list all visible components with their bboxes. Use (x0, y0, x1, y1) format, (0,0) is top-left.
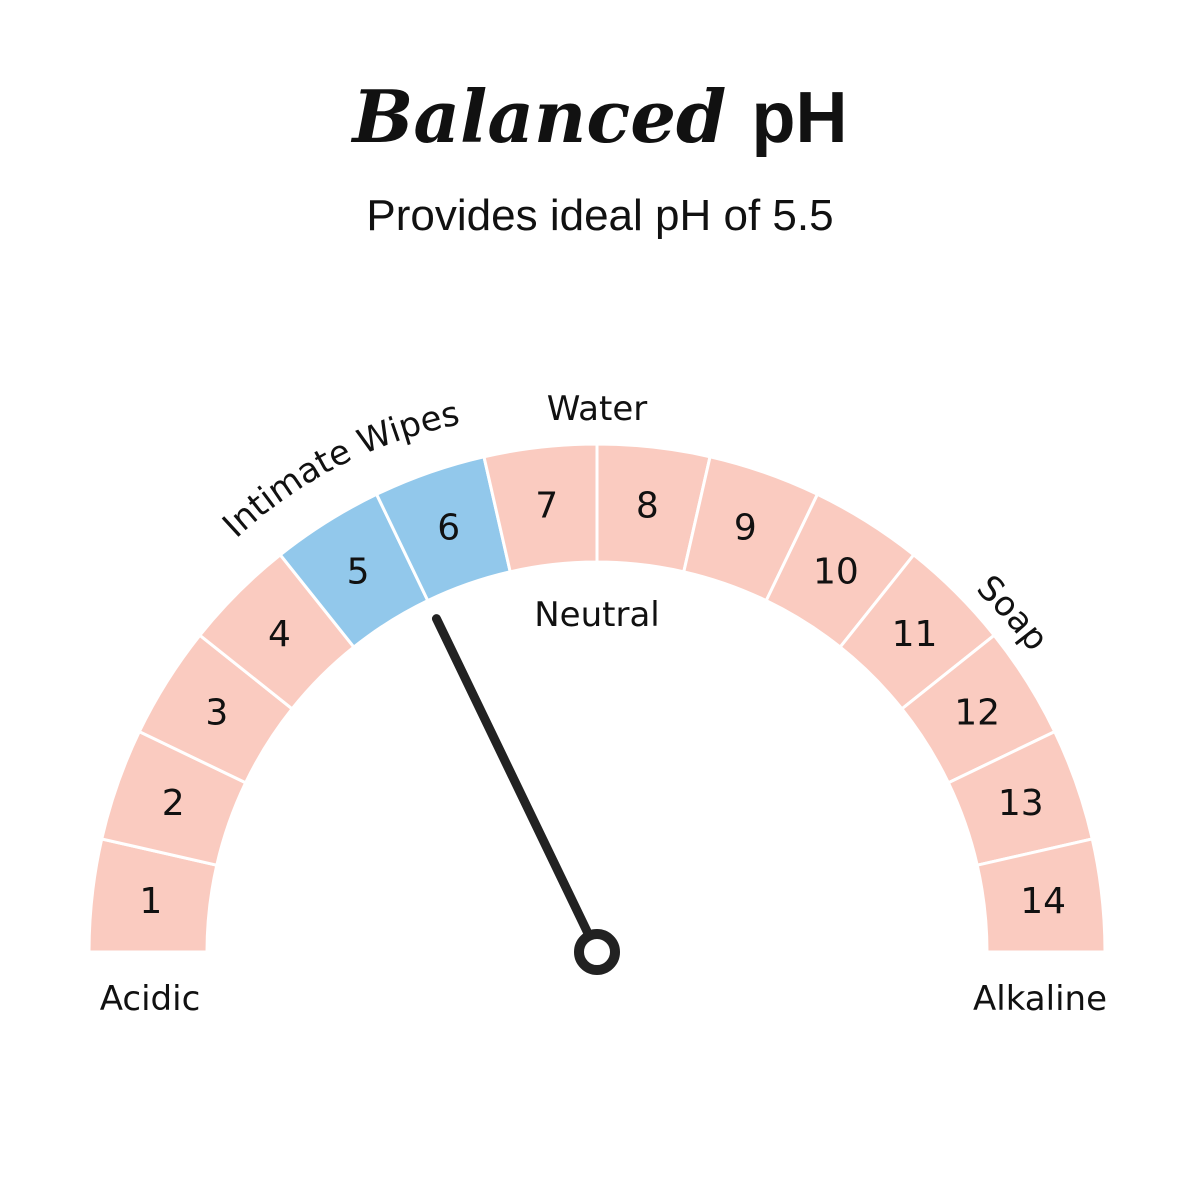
gauge-number-6: 6 (437, 508, 460, 549)
gauge-number-13: 13 (998, 783, 1044, 824)
gauge-number-2: 2 (162, 783, 185, 824)
water-label: Water (547, 389, 648, 429)
acidic-label: Acidic (100, 979, 201, 1019)
gauge-number-8: 8 (636, 485, 659, 526)
gauge-segments (87, 442, 1107, 954)
page-subtitle: Provides ideal pH of 5.5 (366, 191, 834, 240)
gauge-number-5: 5 (347, 551, 370, 592)
gauge-number-11: 11 (892, 614, 938, 655)
gauge-number-1: 1 (139, 881, 162, 922)
gauge-number-3: 3 (205, 693, 228, 734)
gauge-number-12: 12 (954, 693, 1000, 734)
gauge-number-14: 14 (1020, 881, 1066, 922)
gauge-needle (431, 614, 594, 941)
gauge-number-7: 7 (535, 485, 558, 526)
alkaline-label: Alkaline (973, 979, 1107, 1019)
neutral-label: Neutral (534, 595, 660, 635)
title-script-word: Balanced (352, 74, 727, 159)
gauge-number-10: 10 (813, 551, 859, 592)
gauge-number-4: 4 (268, 614, 291, 655)
gauge-number-9: 9 (734, 508, 757, 549)
gauge-segment-14 (975, 837, 1107, 954)
page-title: Balanced pH (0, 72, 1200, 163)
gauge-needle-hub (574, 929, 620, 975)
title-ph-word: pH (751, 78, 848, 158)
